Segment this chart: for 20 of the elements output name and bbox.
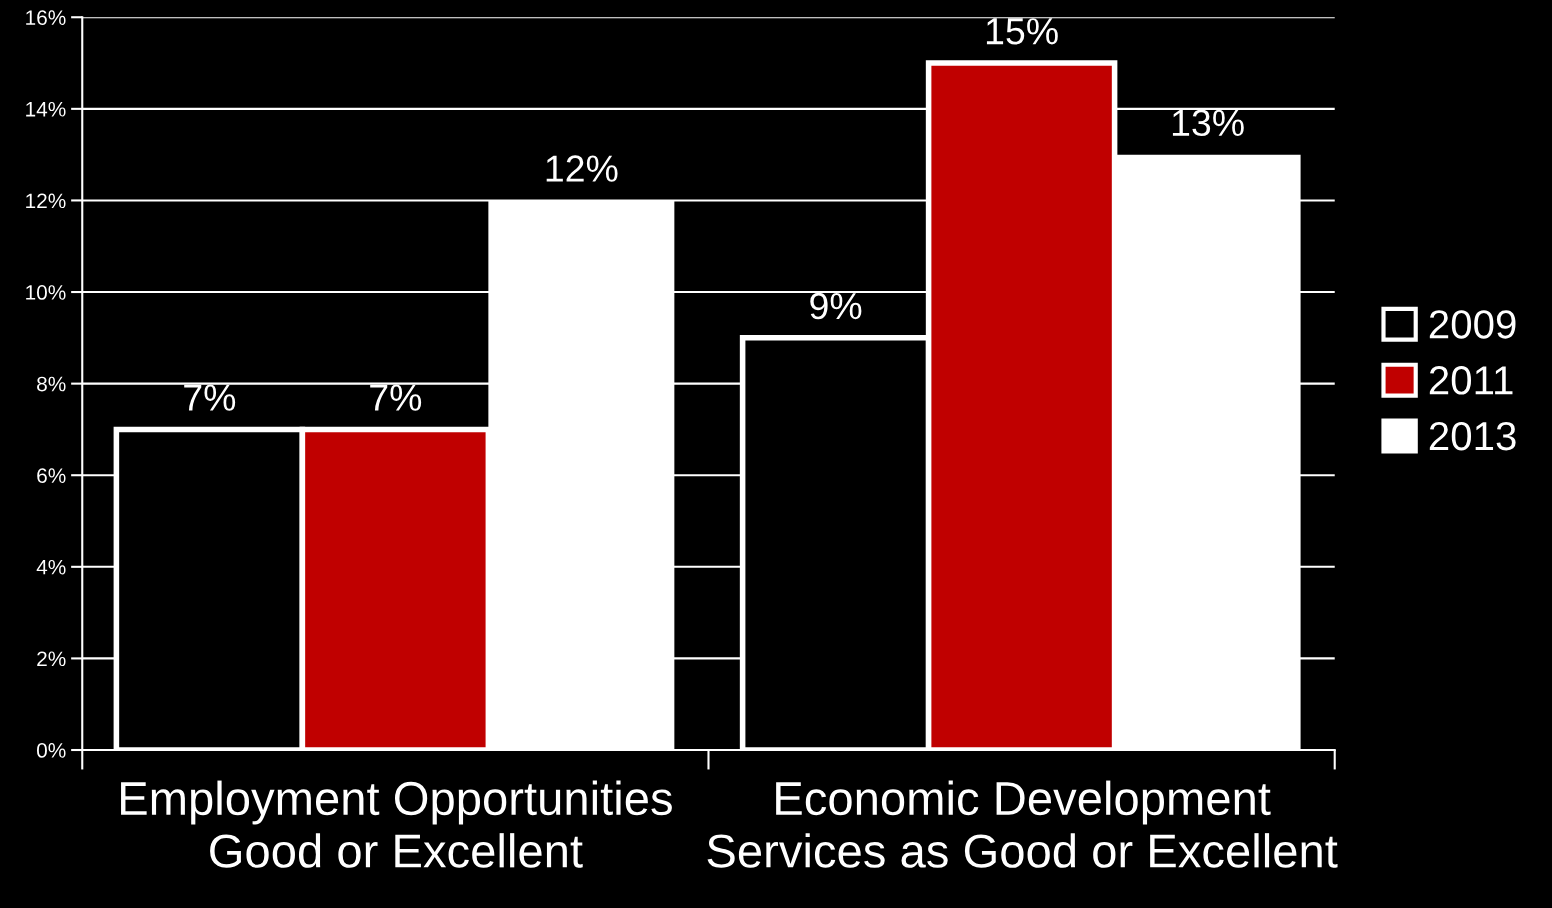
data-label: 7% bbox=[370, 384, 422, 411]
data-label: 13% bbox=[1172, 109, 1244, 137]
y-tick-label: 16% bbox=[26, 10, 66, 26]
legend-label: 2009 bbox=[1429, 310, 1516, 339]
y-tick-label: 4% bbox=[36, 559, 66, 575]
y-tick-label: 6% bbox=[37, 468, 66, 483]
legend-label: 2013 bbox=[1429, 421, 1516, 451]
x-tick-label: Economic Development Services as Good or Excellent bbox=[707, 780, 1338, 868]
data-label: 9% bbox=[810, 292, 862, 320]
y-tick-label: 10% bbox=[26, 285, 66, 300]
y-tick-label: 8% bbox=[37, 376, 66, 392]
y-tick-label: 12% bbox=[26, 193, 66, 209]
y-tick-label: 14% bbox=[26, 101, 66, 117]
data-label: 15% bbox=[986, 18, 1058, 45]
data-label: 7% bbox=[184, 384, 236, 411]
legend-label: 2011 bbox=[1429, 366, 1513, 395]
data-label: 12% bbox=[546, 155, 618, 182]
y-tick-label: 0% bbox=[36, 743, 66, 758]
x-tick-label: Employment Opportunities Good or Excellent bbox=[121, 780, 672, 868]
y-tick-label: 2% bbox=[37, 651, 66, 667]
